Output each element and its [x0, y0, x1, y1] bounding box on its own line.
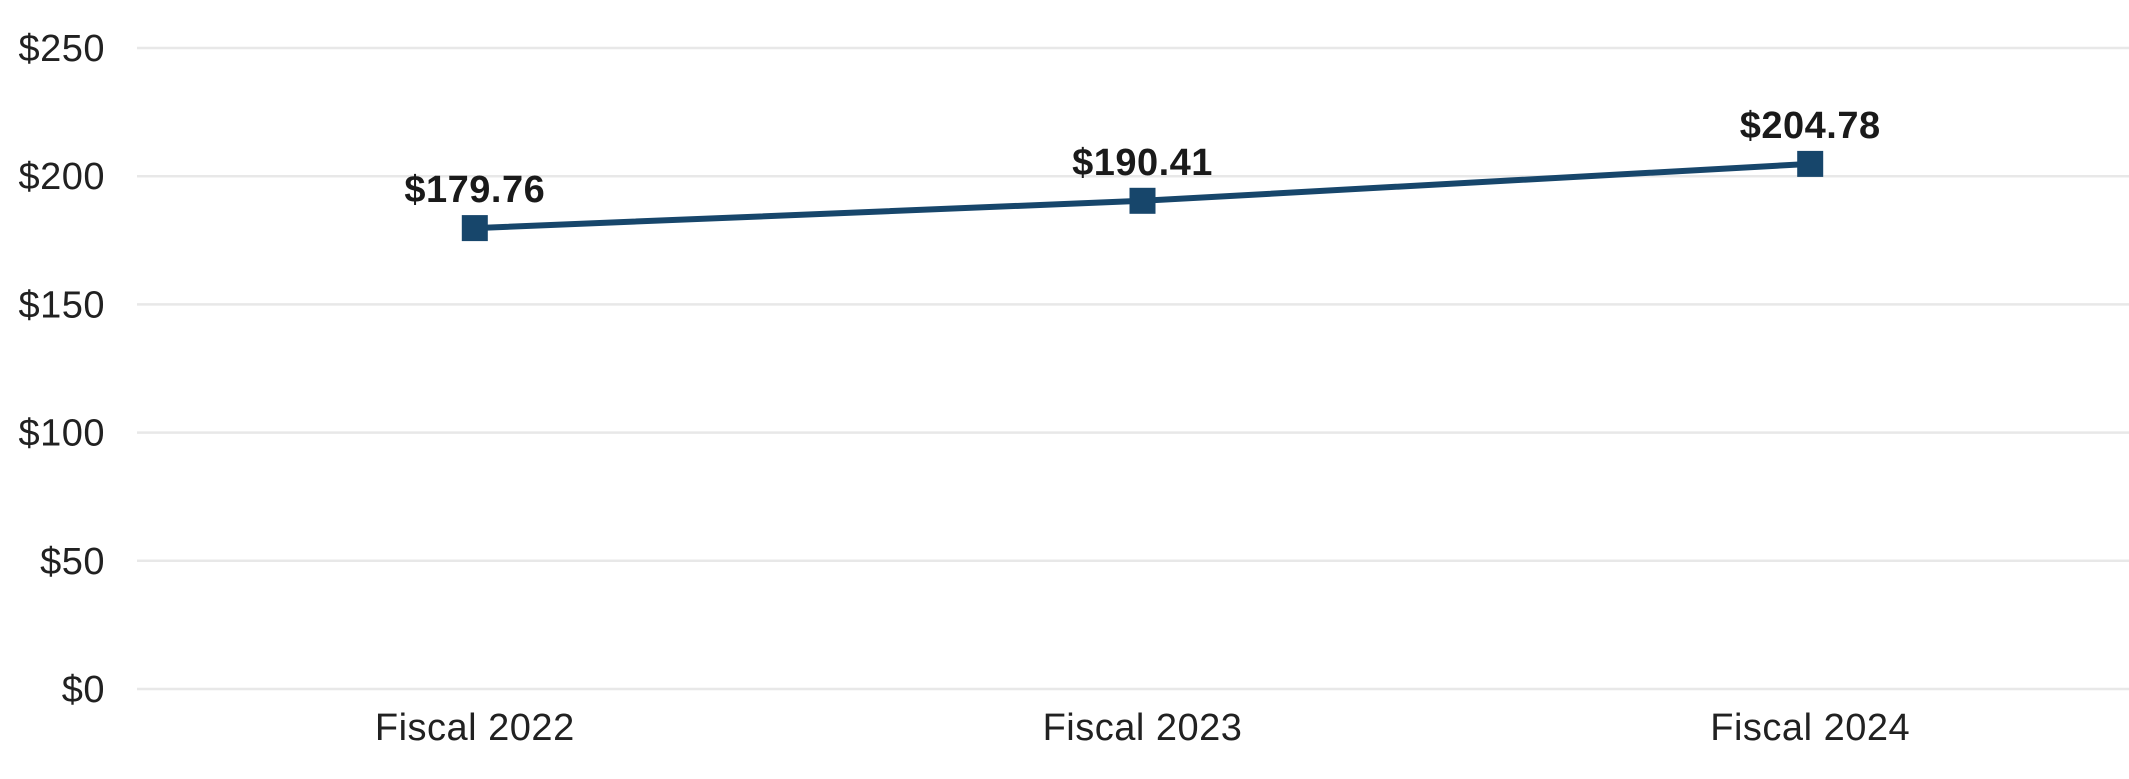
y-axis-tick-label: $100: [18, 413, 105, 455]
data-point-marker: [1129, 187, 1156, 214]
y-axis-tick-label: $200: [18, 156, 105, 198]
data-point-marker: [1797, 150, 1824, 177]
data-point-marker: [461, 215, 488, 242]
x-axis-category-label: Fiscal 2024: [1710, 707, 1910, 749]
y-axis-tick-label: $0: [62, 669, 105, 711]
y-axis-tick-label: $250: [18, 28, 105, 70]
x-axis-category-label: Fiscal 2023: [1043, 707, 1243, 749]
y-axis-tick-label: $150: [18, 284, 105, 326]
data-point-label: $179.76: [404, 169, 545, 211]
data-point-label: $204.78: [1740, 105, 1881, 147]
data-point-label: $190.41: [1072, 142, 1213, 184]
x-axis-category-label: Fiscal 2022: [375, 707, 575, 749]
y-axis-tick-label: $50: [40, 541, 105, 583]
